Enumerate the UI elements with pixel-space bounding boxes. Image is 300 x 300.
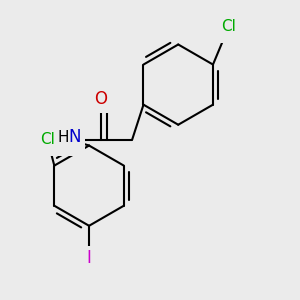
Text: Cl: Cl — [40, 132, 55, 147]
Bar — [214, 10, 244, 43]
Text: N: N — [69, 128, 81, 146]
Text: I: I — [87, 250, 92, 268]
Text: H: H — [58, 130, 69, 145]
Bar — [90, 88, 112, 113]
Bar — [33, 123, 62, 156]
Bar — [55, 123, 85, 156]
Text: O: O — [94, 90, 107, 108]
Text: Cl: Cl — [221, 19, 236, 34]
Bar — [78, 246, 100, 271]
